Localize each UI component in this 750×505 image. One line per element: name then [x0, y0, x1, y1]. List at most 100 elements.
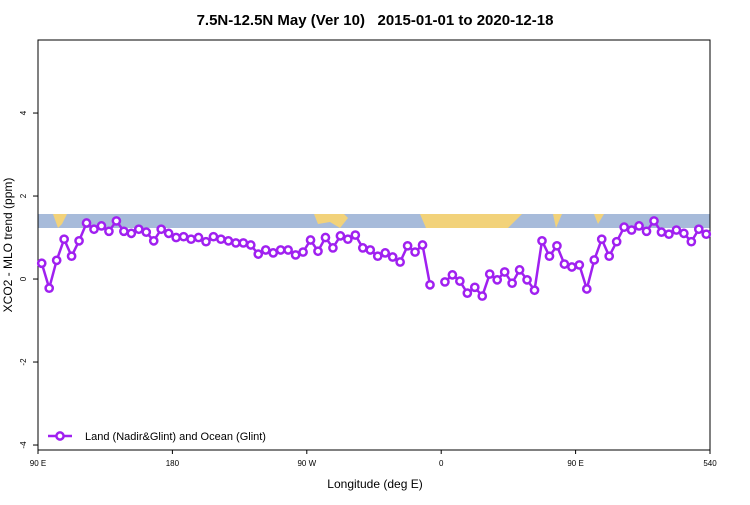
- data-point: [634, 221, 644, 231]
- data-point: [365, 245, 376, 255]
- land: [53, 214, 604, 228]
- data-point: [656, 227, 667, 237]
- data-point: [193, 232, 204, 243]
- data-point: [163, 228, 174, 239]
- data-point: [260, 245, 271, 255]
- data-point: [178, 231, 189, 242]
- data-point: [298, 247, 308, 257]
- y-axis-label: XCO2 - MLO trend (ppm): [1, 178, 15, 313]
- data-point: [701, 229, 712, 240]
- x-tick-label: 90 E: [567, 459, 583, 468]
- data-point: [537, 236, 547, 246]
- y-tick-label: 0: [19, 276, 28, 281]
- data-point: [66, 251, 77, 262]
- data-point: [186, 234, 196, 245]
- data-point: [596, 234, 607, 245]
- map-strip: [38, 214, 710, 228]
- legend-label: Land (Nadir&Glint) and Ocean (Glint): [85, 431, 266, 443]
- y-tick-label: -4: [19, 441, 28, 449]
- data-point: [559, 259, 570, 269]
- data-point: [455, 276, 465, 286]
- data-point: [664, 229, 674, 240]
- data-point: [245, 240, 256, 250]
- plot-layer: -4 -2 0 2 4 90 E 180 90 W 0 90 E 540 Land (Nadir&Gl…: [19, 110, 717, 468]
- data-point: [671, 225, 682, 235]
- data-point: [208, 231, 219, 242]
- data-point: [649, 216, 659, 226]
- data-point: [499, 267, 510, 277]
- data-point: [626, 225, 637, 235]
- data-point: [283, 245, 293, 255]
- data-point: [574, 260, 585, 270]
- data-point: [313, 246, 323, 257]
- data-point: [74, 236, 84, 246]
- data-point: [372, 251, 383, 262]
- data-point: [223, 236, 234, 246]
- data-point: [81, 218, 92, 228]
- data-point: [619, 222, 629, 233]
- data-point: [581, 284, 592, 294]
- data-point: [268, 248, 279, 258]
- y-tick-label: 2: [19, 193, 28, 198]
- data-point: [425, 279, 435, 290]
- data-point: [201, 236, 211, 247]
- data-point: [641, 226, 652, 237]
- data-point: [216, 234, 226, 245]
- data-point: [111, 216, 122, 226]
- data-point: [447, 270, 458, 280]
- x-tick-label: 540: [703, 459, 717, 468]
- data-point: [231, 238, 241, 248]
- data-point: [59, 234, 69, 245]
- data-point: [350, 230, 361, 240]
- data-point: [253, 249, 264, 259]
- data-point: [156, 224, 167, 235]
- data-point: [522, 275, 532, 285]
- data-point: [335, 231, 346, 241]
- x-tick-label: 90 E: [30, 459, 46, 468]
- data-point: [328, 243, 338, 253]
- data-point: [484, 269, 495, 279]
- data-point: [357, 243, 368, 253]
- data-point: [395, 257, 405, 267]
- data-point: [51, 255, 62, 266]
- data-point: [417, 240, 428, 250]
- data-point: [402, 240, 413, 251]
- data-point: [104, 226, 114, 237]
- data-point: [133, 224, 144, 235]
- data-point: [469, 282, 480, 293]
- data-point: [305, 235, 316, 245]
- data-point: [507, 278, 517, 289]
- data-point: [238, 238, 249, 248]
- data-point: [567, 262, 577, 272]
- data-point: [693, 224, 704, 235]
- data-point: [126, 228, 137, 239]
- data-point: [492, 275, 503, 285]
- data-point: [387, 252, 398, 262]
- x-tick-label: 0: [439, 459, 444, 468]
- x-tick-label: 180: [166, 459, 180, 468]
- data-point: [514, 265, 525, 275]
- ocean-band: [38, 214, 710, 228]
- plot-frame: [37, 39, 711, 451]
- data-point: [544, 251, 555, 262]
- x-tick-label: 90 W: [297, 459, 316, 468]
- data-point: [148, 236, 159, 246]
- data-point: [380, 248, 391, 258]
- data-point: [552, 240, 562, 251]
- data-point: [119, 226, 129, 237]
- data-point: [96, 221, 107, 231]
- data-point: [462, 288, 473, 298]
- x-axis-label: Longitude (deg E): [327, 477, 422, 491]
- data-point: [604, 251, 615, 262]
- legend-marker: [55, 431, 65, 441]
- data-point: [477, 291, 488, 301]
- data-point: [440, 277, 450, 287]
- data-point: [171, 232, 181, 243]
- data-point: [44, 283, 55, 294]
- data-point: [343, 234, 353, 245]
- y-tick-label: 4: [19, 110, 28, 115]
- data-point: [611, 236, 622, 247]
- data-point: [410, 247, 420, 257]
- data-point: [686, 236, 697, 247]
